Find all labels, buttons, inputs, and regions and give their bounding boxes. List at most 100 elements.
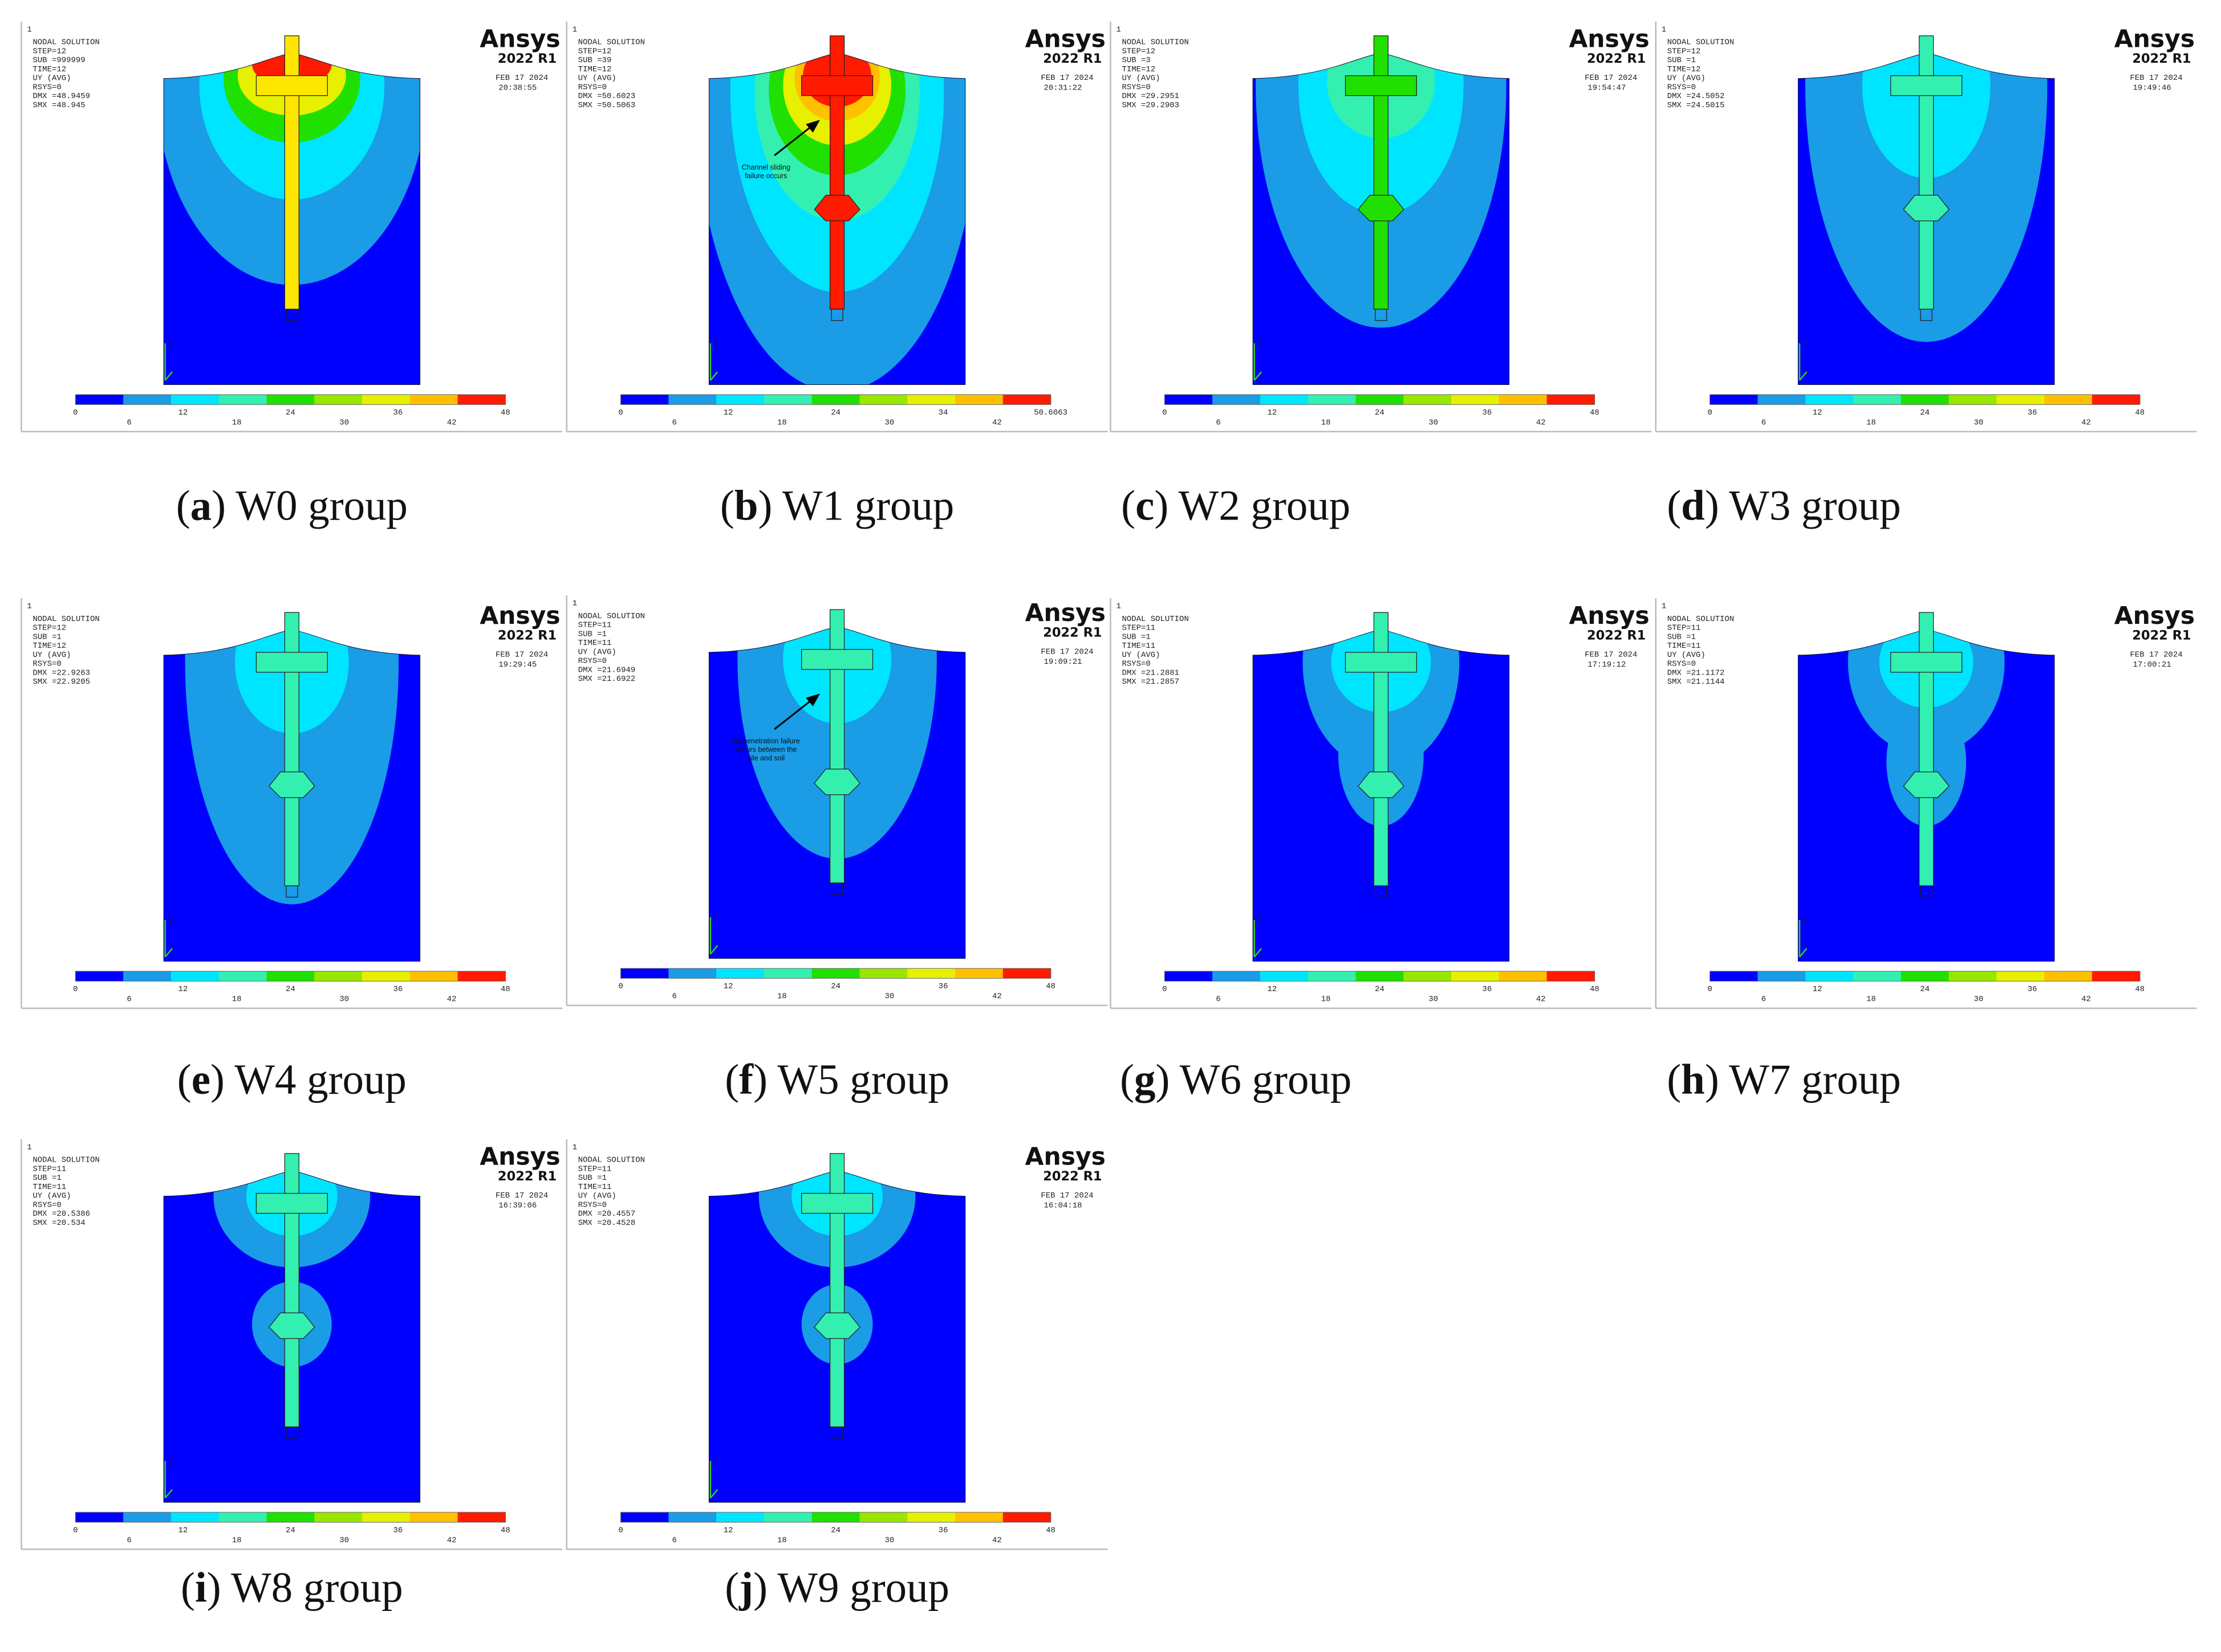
solution-info: UY (AVG): [33, 651, 71, 660]
pile-cap: [801, 649, 874, 670]
solution-info: SUB =1: [33, 1174, 61, 1183]
colorbar-segment: [2092, 394, 2141, 405]
solution-info: RSYS=0: [578, 1200, 607, 1209]
arrow-head: [806, 693, 821, 707]
colorbar-label: 30: [339, 418, 349, 427]
colorbar-label: 42: [1536, 418, 1546, 427]
solution-info: DMX =21.6949: [578, 665, 636, 675]
colorbar-frame: [75, 394, 506, 405]
ansys-version: 2022 R1: [2132, 628, 2191, 643]
pile-cap: [1890, 652, 1963, 673]
colorbar-segment: [75, 394, 124, 405]
window-number: 1: [27, 25, 31, 34]
colorbar-segment: [1805, 394, 1854, 405]
colorbar-segment: [668, 968, 717, 979]
colorbar-segment: [1403, 394, 1452, 405]
ansys-version: 2022 R1: [1587, 51, 1646, 66]
colorbar-segment: [620, 968, 669, 979]
colorbar-segment: [75, 971, 124, 981]
solution-info: SUB =1: [1667, 632, 1696, 642]
solution-info: STEP=12: [578, 47, 612, 56]
pile-tip: [831, 1426, 843, 1439]
caption: (h) W7 group: [1667, 1056, 1901, 1103]
caption-part: f: [739, 1056, 754, 1103]
caption-part: d: [1681, 482, 1705, 530]
colorbar-label: 0: [73, 1526, 78, 1535]
solution-info: TIME=11: [578, 639, 612, 648]
axis-triad: [1253, 343, 1262, 381]
colorbar-segment: [266, 394, 315, 405]
colorbar-label: 24: [831, 1526, 841, 1535]
caption-part: ) W0 group: [212, 482, 408, 530]
colorbar-label: 24: [286, 1526, 295, 1535]
colorbar-segment: [409, 394, 458, 405]
colorbar-segment: [764, 394, 813, 405]
solution-info: STEP=12: [1122, 47, 1155, 56]
annotation-arrow: [774, 697, 815, 730]
pile-tip: [1920, 309, 1932, 321]
caption-part: (: [725, 1564, 739, 1612]
date: FEB 17 2024: [1585, 650, 1637, 659]
colorbar-segment: [2092, 971, 2141, 981]
colorbar-label: 0: [1707, 985, 1712, 994]
colorbar-segment: [1948, 394, 1997, 405]
solution-info: UY (AVG): [578, 74, 616, 83]
caption-part: ) W3 group: [1705, 482, 1901, 530]
triad-label: Y: [713, 340, 718, 349]
colorbar-segment: [955, 394, 1004, 405]
colorbar-segment: [218, 394, 267, 405]
colorbar-label: 30: [884, 1536, 894, 1545]
colorbar-label: 36: [1483, 985, 1492, 994]
colorbar-segment: [1164, 971, 1213, 981]
colorbar-label: 6: [127, 418, 131, 427]
colorbar-label: 6: [1216, 418, 1220, 427]
window-number: 1: [1662, 602, 1666, 611]
caption-part: ) W8 group: [207, 1564, 403, 1612]
colorbar-segment: [1451, 971, 1500, 981]
colorbar-label: 48: [2135, 985, 2145, 994]
pile-cap: [255, 1193, 328, 1214]
pile-bulb: [1903, 194, 1950, 221]
colorbar-label: 12: [178, 408, 188, 417]
solution-info: NODAL SOLUTION: [33, 615, 99, 624]
colorbar-segment: [620, 394, 669, 405]
colorbar-label: 30: [884, 992, 894, 1001]
pile-tip: [831, 309, 843, 321]
colorbar-segment: [362, 394, 411, 405]
caption-part: (: [1667, 482, 1681, 530]
solution-info: DMX =21.2881: [1122, 668, 1179, 677]
solution-info: RSYS=0: [1667, 660, 1696, 669]
colorbar-label: 12: [724, 408, 733, 417]
colorbar-label: 48: [1590, 985, 1599, 994]
caption-part: ) W7 group: [1705, 1056, 1901, 1103]
colorbar-segment: [409, 1512, 458, 1523]
colorbar-label: 24: [1375, 408, 1384, 417]
colorbar-segment: [668, 1512, 717, 1523]
solution-info: SMX =24.5015: [1667, 101, 1725, 110]
caption-part: (: [176, 482, 190, 530]
colorbar-label: 42: [992, 1536, 1002, 1545]
colorbar-segment: [1805, 971, 1854, 981]
solution-info: NODAL SOLUTION: [33, 38, 99, 47]
colorbar-segment: [266, 1512, 315, 1523]
colorbar-frame: [75, 971, 506, 982]
caption-part: h: [1681, 1056, 1705, 1103]
pile-bulb: [269, 1312, 315, 1339]
solution-info: STEP=11: [33, 1164, 66, 1174]
triad-label: Y: [168, 1458, 173, 1467]
colorbar-label: 30: [339, 995, 349, 1004]
triad-label: Y: [713, 1458, 718, 1467]
colorbar-segment: [1546, 394, 1595, 405]
colorbar-segment: [2044, 394, 2093, 405]
solution-info: RSYS=0: [1667, 83, 1696, 92]
colorbar-segment: [1996, 971, 2045, 981]
pile-cap: [1345, 75, 1417, 96]
colorbar-segment: [907, 394, 956, 405]
caption-part: ) W5 group: [753, 1056, 949, 1103]
solution-info: UY (AVG): [1122, 74, 1160, 83]
colorbar-segment: [1403, 971, 1452, 981]
axis-triad: [164, 343, 173, 381]
